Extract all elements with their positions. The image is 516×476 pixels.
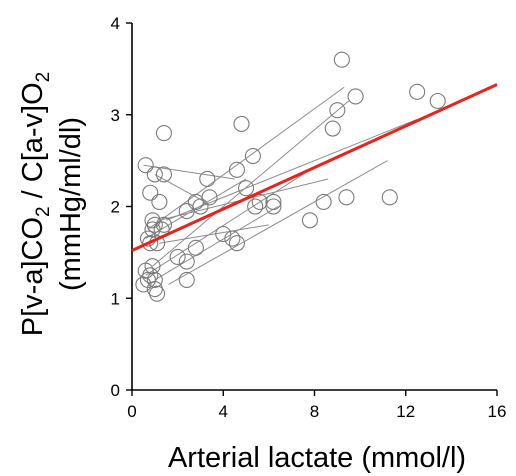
data-point	[381, 189, 398, 206]
data-point	[146, 281, 163, 298]
y-axis-title-sub-1: 2	[33, 206, 54, 217]
y-tick-label: 0	[111, 381, 120, 400]
data-point	[244, 147, 261, 165]
data-point	[144, 258, 161, 275]
y-axis-title: P[v-a]CO2 / C[a-v]O2 (mmHg/ml/dl)	[17, 72, 87, 336]
y-tick-label: 4	[111, 14, 120, 33]
subject-regression-line	[166, 118, 418, 221]
x-tick-label: 4	[219, 402, 228, 421]
data-point	[224, 230, 241, 247]
data-point	[142, 235, 159, 252]
data-point	[155, 216, 172, 233]
data-point	[144, 212, 161, 229]
data-point	[178, 271, 195, 288]
data-point	[142, 184, 159, 201]
subject-regression-line	[159, 224, 269, 244]
data-point	[146, 166, 163, 183]
data-point	[315, 193, 332, 210]
data-point	[247, 198, 264, 215]
data-point	[409, 83, 426, 100]
y-tick-label: 3	[111, 106, 120, 125]
overall-regression-line	[131, 83, 498, 252]
data-point	[192, 198, 209, 215]
subject-regression-line	[152, 100, 350, 267]
data-point	[146, 271, 163, 288]
data-point	[215, 225, 232, 243]
y-axis-title-part-3: / C[a-v]O	[17, 82, 49, 206]
subject-regression-line	[154, 206, 279, 281]
subject-regression-line	[168, 160, 388, 285]
data-point	[301, 212, 318, 229]
x-tick-label: 12	[396, 402, 415, 421]
data-point	[329, 102, 346, 119]
x-axis-title: Arterial lactate (mmol/l)	[168, 442, 466, 474]
y-tick-label: 2	[111, 198, 120, 217]
subject-regression-line	[145, 169, 311, 276]
data-point	[137, 157, 154, 174]
data-point	[149, 285, 166, 302]
data-point	[347, 88, 364, 105]
data-point	[137, 262, 154, 279]
data-point	[155, 166, 172, 183]
y-tick-label: 1	[111, 289, 120, 308]
data-point	[201, 189, 218, 206]
data-point	[338, 189, 355, 206]
data-point	[429, 92, 446, 110]
y-axis-title-sub-2: 2	[33, 72, 54, 83]
subject-regression-line	[154, 173, 206, 203]
y-axis-title-line2: (mmHg/ml/dl)	[55, 117, 87, 291]
data-point	[155, 125, 172, 142]
data-point	[265, 198, 282, 215]
data-point	[265, 193, 282, 210]
data-point	[228, 235, 245, 252]
y-axis-title-line1: P[v-a]CO2 / C[a-v]O2	[17, 72, 54, 336]
data-point	[324, 120, 341, 137]
data-point	[333, 51, 350, 68]
data-point	[238, 180, 255, 197]
data-point	[228, 161, 245, 178]
data-point	[187, 239, 204, 256]
data-point	[178, 253, 195, 270]
y-axis-title-part-1: P[v-a]CO	[17, 217, 49, 336]
x-tick-label: 16	[488, 402, 507, 421]
data-point	[199, 170, 216, 188]
data-point	[169, 248, 186, 266]
x-tick-label: 0	[127, 402, 136, 421]
data-point	[233, 115, 250, 132]
x-tick-label: 8	[310, 402, 319, 421]
data-point	[151, 193, 168, 210]
